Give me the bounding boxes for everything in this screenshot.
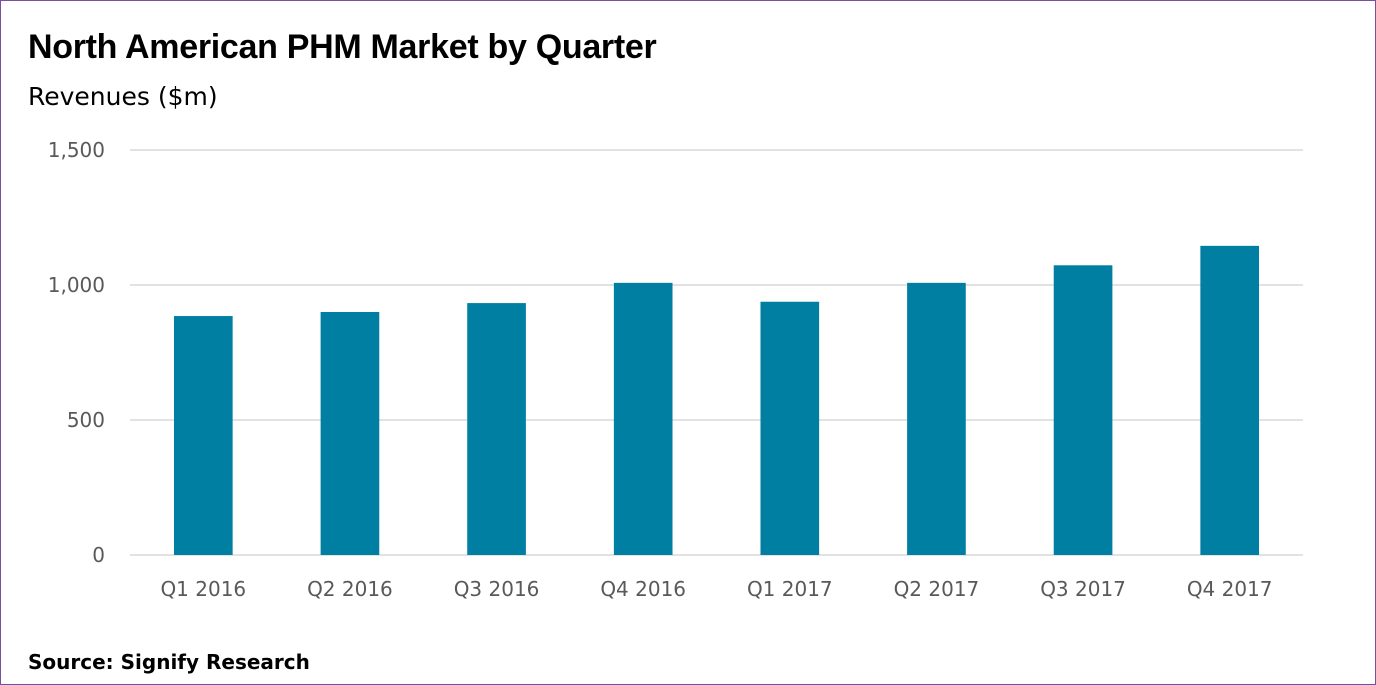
chart-title: North American PHM Market by Quarter <box>28 28 657 66</box>
gridlines <box>130 149 1303 556</box>
bar <box>760 301 820 555</box>
x-tick-label: Q3 2017 <box>1040 577 1126 601</box>
bar <box>907 282 966 555</box>
x-tick-label: Q2 2016 <box>307 577 393 601</box>
bar <box>1200 245 1260 555</box>
y-tick-label: 1,500 <box>48 138 105 162</box>
y-tick-label: 1,000 <box>48 273 105 297</box>
x-tick-label: Q1 2017 <box>747 577 833 601</box>
bar <box>467 303 526 555</box>
bars <box>173 245 1260 555</box>
y-tick-label: 0 <box>92 543 105 567</box>
x-tick-label: Q1 2016 <box>160 577 246 601</box>
bar <box>613 282 673 555</box>
x-axis-ticks: Q1 2016 Q2 2016 Q3 2016 Q4 2016 Q1 2017 Q2 20… <box>160 577 1272 601</box>
x-tick-label: Q4 2016 <box>600 577 686 601</box>
chart-subtitle: Revenues ($m) <box>28 82 218 111</box>
y-tick-label: 500 <box>67 408 105 432</box>
bar <box>1053 265 1113 555</box>
bar <box>320 312 380 555</box>
x-tick-label: Q4 2017 <box>1187 577 1273 601</box>
x-tick-label: Q2 2017 <box>894 577 980 601</box>
chart-source: Source: Signify Research <box>28 650 310 674</box>
bar <box>173 316 233 555</box>
y-axis-ticks: 0 500 1,000 1,500 <box>48 138 105 567</box>
x-tick-label: Q3 2016 <box>454 577 540 601</box>
